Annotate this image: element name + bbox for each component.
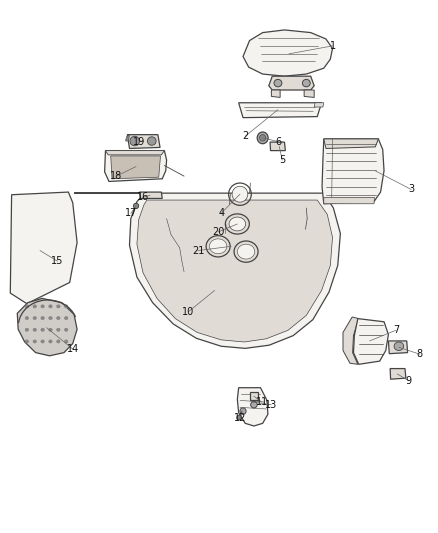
Text: 17: 17 (125, 208, 137, 219)
Text: 21: 21 (192, 246, 204, 255)
Ellipse shape (209, 239, 227, 254)
Text: 10: 10 (182, 306, 194, 317)
Ellipse shape (49, 317, 52, 320)
Polygon shape (353, 319, 389, 365)
Ellipse shape (41, 340, 44, 343)
Text: 13: 13 (265, 400, 278, 410)
Polygon shape (11, 192, 77, 304)
Polygon shape (243, 30, 332, 76)
Polygon shape (272, 90, 280, 98)
Text: 6: 6 (275, 136, 281, 147)
Ellipse shape (229, 217, 246, 231)
Polygon shape (269, 76, 314, 90)
Polygon shape (304, 90, 314, 98)
Ellipse shape (33, 305, 36, 308)
Text: 9: 9 (406, 376, 412, 386)
Polygon shape (324, 139, 378, 149)
Ellipse shape (49, 305, 52, 308)
Ellipse shape (237, 415, 241, 420)
Ellipse shape (57, 305, 60, 308)
Ellipse shape (57, 328, 60, 332)
Text: 12: 12 (234, 413, 246, 423)
Ellipse shape (25, 328, 28, 332)
Text: 11: 11 (256, 397, 268, 407)
Ellipse shape (302, 79, 310, 87)
Text: 14: 14 (67, 344, 79, 354)
Ellipse shape (41, 305, 44, 308)
Polygon shape (111, 156, 160, 179)
Polygon shape (250, 392, 258, 400)
Ellipse shape (57, 340, 60, 343)
Ellipse shape (57, 317, 60, 320)
Ellipse shape (64, 317, 68, 320)
Polygon shape (17, 298, 77, 356)
Polygon shape (137, 200, 332, 342)
Text: 18: 18 (110, 171, 123, 181)
Polygon shape (237, 387, 268, 426)
Ellipse shape (25, 340, 28, 343)
Ellipse shape (260, 135, 266, 141)
Text: 3: 3 (408, 184, 414, 195)
Ellipse shape (64, 305, 68, 308)
Text: 4: 4 (218, 208, 224, 219)
Ellipse shape (25, 305, 28, 308)
Text: 16: 16 (137, 192, 149, 203)
Text: 5: 5 (279, 155, 286, 165)
Ellipse shape (49, 340, 52, 343)
Ellipse shape (232, 186, 248, 202)
Polygon shape (343, 317, 359, 365)
Polygon shape (105, 151, 166, 181)
Ellipse shape (64, 340, 68, 343)
Ellipse shape (274, 79, 282, 87)
Polygon shape (324, 197, 374, 204)
Ellipse shape (41, 328, 44, 332)
Text: 8: 8 (417, 349, 423, 359)
Ellipse shape (237, 244, 255, 259)
Ellipse shape (394, 342, 404, 351)
Ellipse shape (64, 328, 68, 332)
Polygon shape (126, 135, 130, 141)
Ellipse shape (257, 132, 268, 144)
Ellipse shape (41, 317, 44, 320)
Text: 1: 1 (329, 41, 336, 51)
Ellipse shape (25, 317, 28, 320)
Polygon shape (270, 142, 286, 151)
Ellipse shape (130, 136, 140, 146)
Text: 19: 19 (134, 136, 146, 147)
Polygon shape (106, 151, 164, 155)
Ellipse shape (251, 401, 257, 408)
Ellipse shape (49, 328, 52, 332)
Ellipse shape (134, 203, 139, 208)
Polygon shape (390, 368, 406, 379)
Polygon shape (322, 139, 384, 204)
Text: 20: 20 (212, 227, 224, 237)
Text: 15: 15 (51, 256, 64, 266)
Polygon shape (389, 341, 408, 354)
Polygon shape (127, 135, 160, 149)
Text: 2: 2 (242, 131, 248, 141)
Polygon shape (74, 193, 340, 349)
Ellipse shape (148, 137, 156, 146)
Polygon shape (140, 192, 162, 198)
Ellipse shape (33, 340, 36, 343)
Ellipse shape (33, 328, 36, 332)
Ellipse shape (33, 317, 36, 320)
Polygon shape (239, 103, 321, 118)
Ellipse shape (240, 408, 246, 414)
Polygon shape (314, 103, 324, 107)
Text: 7: 7 (393, 325, 399, 335)
